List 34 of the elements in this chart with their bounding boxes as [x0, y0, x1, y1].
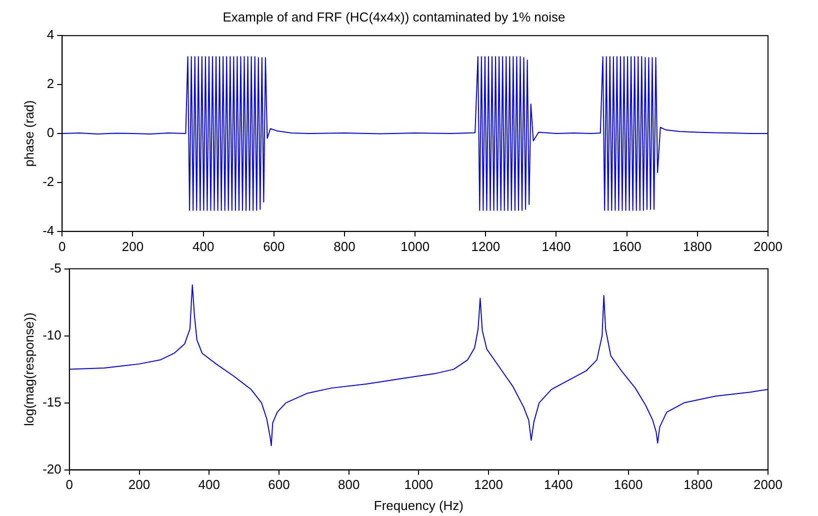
x-tick-label: 1400	[542, 238, 571, 254]
x-tick-label: 600	[263, 238, 285, 254]
y-tick-label: -10	[42, 327, 62, 342]
y-tick-label: -20	[42, 461, 62, 476]
y-tick-label: -15	[42, 394, 62, 410]
x-tick-label: 2000	[754, 477, 782, 492]
y-tick-label: -2	[42, 174, 54, 190]
y-tick-label: -4	[42, 222, 54, 238]
x-tick-label: 1000	[400, 238, 430, 254]
x-tick-label: 0	[66, 477, 74, 492]
x-tick-label: 1600	[614, 477, 643, 492]
x-tick-label: 800	[338, 477, 360, 492]
x-tick-label: 200	[128, 477, 150, 492]
x-tick-label: 600	[268, 477, 290, 492]
x-axis-title: Frequency (Hz)	[374, 498, 464, 513]
x-tick-label: 1800	[682, 238, 712, 254]
y-tick-label: 0	[46, 125, 54, 140]
x-tick-label: 1600	[612, 238, 642, 254]
x-tick-label: 2000	[754, 238, 782, 254]
x-tick-label: 1400	[544, 477, 573, 492]
y-tick-label: 4	[46, 27, 54, 42]
x-tick-label: 1200	[474, 477, 504, 492]
x-tick-label: 400	[192, 238, 214, 254]
x-tick-label: 1000	[404, 477, 434, 492]
x-tick-label: 200	[122, 238, 144, 254]
x-tick-label: 1800	[684, 477, 713, 492]
x-tick-label: 1200	[471, 238, 500, 254]
y-tick-label: -5	[50, 260, 62, 276]
x-tick-label: 800	[334, 238, 356, 254]
x-tick-label: 400	[198, 477, 220, 492]
y-tick-label: 2	[46, 76, 54, 92]
y-axis-title: phase (rad)	[21, 100, 36, 167]
chart-title: Example of and FRF (HC(4x4x)) contaminated by 1% noise	[222, 9, 566, 24]
y-axis-title: log(mag(response))	[21, 312, 36, 426]
